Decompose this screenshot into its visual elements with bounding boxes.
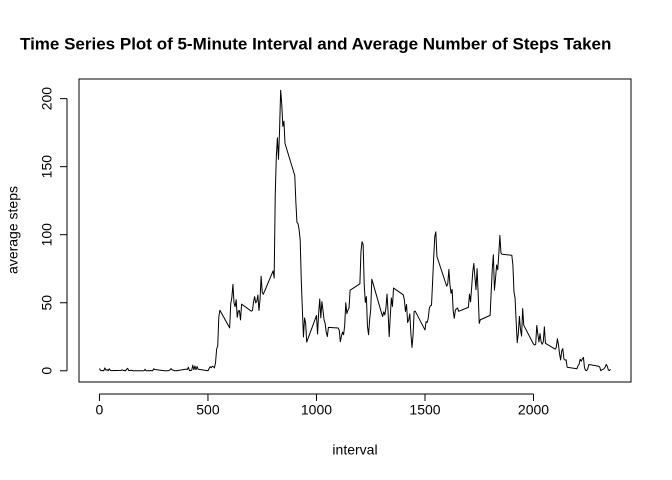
y-tick-label: 50 (39, 295, 55, 311)
y-tick-label: 0 (39, 367, 55, 375)
y-axis-label: average steps (5, 186, 21, 274)
x-tick-label: 0 (96, 402, 104, 418)
x-tick-label: 2000 (518, 402, 549, 418)
x-axis-label: interval (332, 442, 377, 458)
chart-title: Time Series Plot of 5-Minute Interval an… (20, 34, 611, 53)
data-line (99, 89, 611, 372)
y-tick-label: 150 (39, 155, 55, 179)
plot-frame (78, 78, 632, 383)
x-tick-label: 1000 (301, 402, 332, 418)
x-tick-label: 500 (196, 402, 220, 418)
y-tick-label: 200 (39, 87, 55, 111)
x-tick-label: 1500 (409, 402, 440, 418)
y-tick-label: 100 (39, 223, 55, 247)
